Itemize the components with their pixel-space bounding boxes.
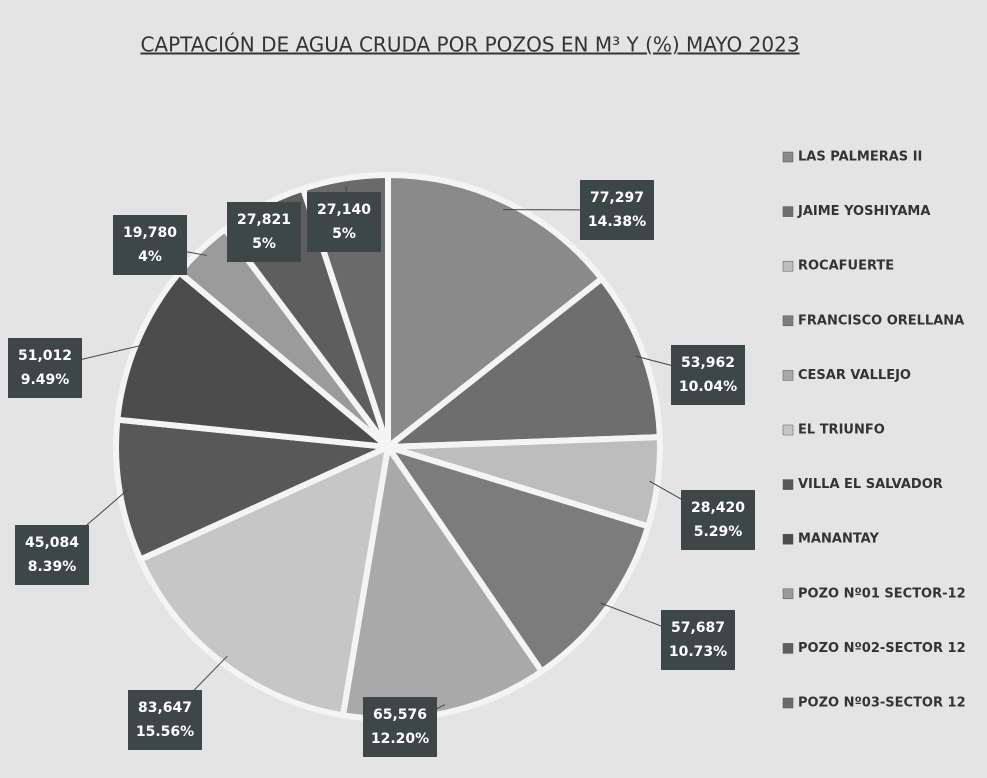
- legend-swatch: [782, 533, 794, 545]
- data-label-percent: 9.49%: [21, 372, 70, 388]
- data-label-percent: 5%: [252, 236, 276, 252]
- pie-slice: [385, 444, 652, 675]
- legend-swatch: [782, 588, 794, 600]
- data-label: 51,012: [18, 348, 72, 364]
- legend-label: POZO Nº03-SECTOR 12: [798, 696, 966, 711]
- data-label: 57,687: [671, 620, 725, 636]
- data-label-box: [661, 610, 735, 670]
- pie-slice: [114, 269, 391, 450]
- legend-label: ROCAFUERTE: [798, 259, 894, 274]
- pie-slice: [385, 275, 663, 450]
- legend-label: POZO Nº02-SECTOR 12: [798, 641, 966, 656]
- data-label-percent: 5%: [332, 226, 356, 242]
- data-label-percent: 4%: [138, 249, 162, 265]
- data-label: 27,140: [317, 202, 371, 218]
- legend-label: CESAR VALLEJO: [798, 368, 911, 383]
- legend-swatch: [782, 643, 794, 654]
- data-label: 77,297: [590, 190, 644, 206]
- data-label-percent: 15.56%: [136, 724, 194, 740]
- legend-label: MANANTAY: [798, 532, 879, 547]
- legend-label: EL TRIUNFO: [798, 423, 885, 438]
- data-label-percent: 5.29%: [694, 524, 743, 540]
- pie-slice: [113, 416, 391, 563]
- pie-slice: [385, 172, 605, 450]
- data-label: 53,962: [681, 355, 735, 371]
- data-label-percent: 12.20%: [371, 731, 429, 747]
- legend-swatch: [782, 151, 794, 163]
- data-label-box: [113, 215, 187, 275]
- data-label-percent: 10.73%: [669, 644, 727, 660]
- pie-slice: [137, 444, 391, 719]
- legend-swatch: [782, 479, 794, 490]
- data-label: 83,647: [138, 700, 192, 716]
- legend-label: JAIME YOSHIYAMA: [797, 204, 930, 219]
- legend-swatch: [782, 315, 794, 327]
- legend-label: POZO Nº01 SECTOR-12: [798, 586, 966, 601]
- data-label-box: [681, 490, 755, 550]
- legend-label: FRANCISCO ORELLANA: [798, 313, 964, 328]
- data-label-box: [8, 338, 82, 398]
- data-label: 65,576: [373, 707, 427, 723]
- data-label: 45,084: [25, 535, 79, 551]
- data-label: 19,780: [123, 225, 177, 241]
- legend-label: LAS PALMERAS II: [798, 150, 922, 165]
- data-label-percent: 14.38%: [588, 214, 646, 230]
- data-label-box: [580, 180, 654, 240]
- data-label-box: [307, 192, 381, 252]
- legend-swatch: [782, 370, 794, 381]
- legend-swatch: [782, 260, 794, 272]
- legend-swatch: [782, 424, 794, 436]
- data-label-percent: 10.04%: [679, 379, 737, 395]
- legend-swatch: [782, 697, 794, 709]
- data-label: 28,420: [691, 500, 745, 516]
- data-label-box: [227, 202, 301, 262]
- chart-title: CAPTACIÓN DE AGUA CRUDA POR POZOS EN M³ …: [140, 33, 799, 57]
- pie-slice: [339, 444, 545, 722]
- data-label-box: [128, 690, 202, 750]
- legend-swatch: [782, 206, 794, 217]
- data-label-box: [671, 345, 745, 405]
- data-label-percent: 8.39%: [28, 559, 77, 575]
- data-label-box: [363, 697, 437, 757]
- legend-label: VILLA EL SALVADOR: [798, 477, 943, 492]
- data-label: 27,821: [237, 212, 291, 228]
- data-label-box: [15, 525, 89, 585]
